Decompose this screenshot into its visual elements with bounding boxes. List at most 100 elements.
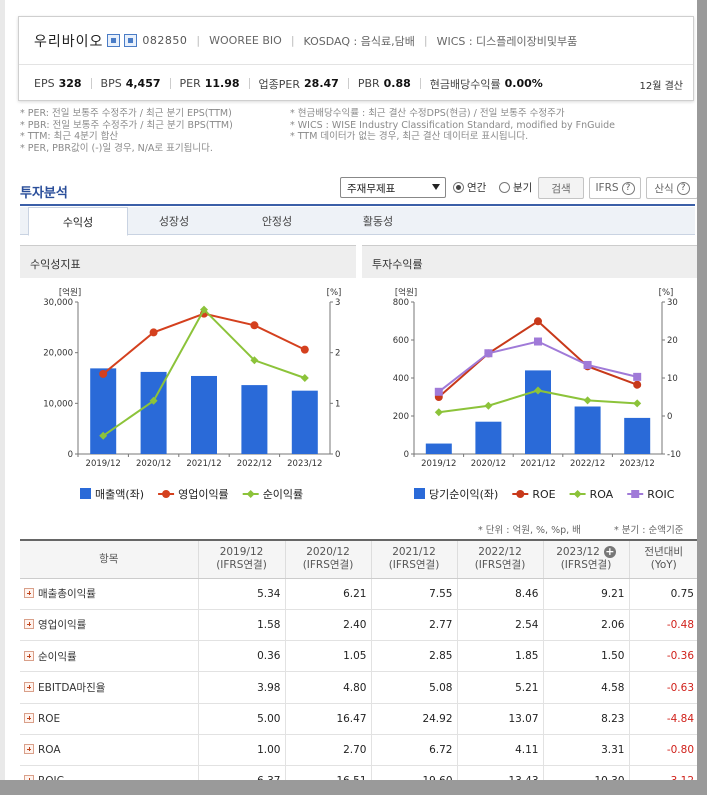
- radio-annual[interactable]: 연간: [453, 180, 486, 195]
- table-cell: 0.36: [197, 640, 285, 673]
- row-label[interactable]: EBITDA마진율: [20, 671, 198, 704]
- table-cell: 4.58: [542, 671, 629, 704]
- tick-label-left: 10,000: [43, 399, 73, 409]
- row-label[interactable]: ROA: [20, 734, 198, 767]
- tab-growth[interactable]: 성장성: [158, 215, 190, 228]
- legend-swatch: [414, 488, 425, 499]
- tick-label-x: 2022/12: [570, 459, 605, 469]
- legend-label: 순이익률: [263, 488, 303, 501]
- formula-help-button[interactable]: 산식?: [646, 177, 698, 199]
- tab-stability[interactable]: 안정성: [261, 215, 293, 228]
- header-period: 2021/12 (IFRS연결): [370, 539, 457, 579]
- tab-activity[interactable]: 활동성: [362, 215, 394, 228]
- company-english-name: WOOREE BIO: [209, 34, 282, 47]
- window-bottom-edge: [0, 780, 707, 795]
- yoy-cell: -0.48: [628, 609, 698, 642]
- window-left-edge: [0, 0, 5, 795]
- expand-plus-icon[interactable]: +: [603, 545, 616, 559]
- header-period: 2020/12 (IFRS연결): [284, 539, 371, 579]
- chart-investment-return: 투자수익률 [억원] [%] 800 600 400 200 0 30 20 10 0 -10 2019…: [362, 245, 698, 510]
- series-point: [534, 386, 542, 395]
- table-cell: 8.46: [456, 578, 543, 610]
- tick-label-right: 30: [667, 298, 678, 308]
- row-label[interactable]: 영업이익률: [20, 609, 198, 642]
- table-row: 영업이익률 1.58 2.40 2.77 2.54 2.06 -0.48: [20, 609, 698, 642]
- bar: [624, 417, 651, 454]
- tick-label-x: 2020/12: [136, 459, 171, 469]
- series-point: [516, 490, 525, 498]
- tick-label-x: 2022/12: [237, 459, 272, 469]
- metric-industry-per: 업종PER 28.47: [258, 77, 339, 91]
- table-cell: 13.07: [456, 703, 543, 735]
- tab-profitability[interactable]: 수익성: [28, 207, 128, 236]
- bar: [90, 368, 117, 454]
- axis-unit-right: [%]: [327, 288, 342, 298]
- header-period: 2019/12 (IFRS연결): [197, 539, 285, 579]
- yoy-cell: -0.80: [628, 734, 698, 767]
- table-cell: 7.55: [370, 578, 457, 610]
- axis-unit-left: [억원]: [59, 287, 81, 298]
- expand-plus-icon[interactable]: [24, 588, 34, 599]
- series-point: [534, 337, 542, 346]
- table-cell: 8.23: [542, 703, 629, 735]
- table-cell: 1.00: [197, 734, 285, 767]
- bar: [241, 385, 268, 454]
- tick-label-x: 2020/12: [471, 459, 506, 469]
- table-cell: 2.54: [456, 609, 543, 642]
- legend-swatch: [80, 488, 91, 499]
- section-title: 투자분석: [20, 186, 68, 201]
- legend-label: ROIC: [647, 488, 675, 501]
- company-code: 082850: [142, 34, 188, 47]
- yoy-cell: -4.84: [628, 703, 698, 735]
- series-point: [534, 317, 542, 326]
- statement-select[interactable]: 주재무제표: [340, 177, 446, 198]
- tick-label-right: 2: [335, 349, 340, 359]
- metric-pbr: PBR 0.88: [357, 77, 411, 90]
- radio-quarter[interactable]: 분기: [499, 180, 532, 195]
- chevron-down-icon: [432, 184, 440, 190]
- quarter-note: * 분기 : 순액기준: [614, 525, 684, 536]
- tick-label-left: 200: [393, 412, 409, 422]
- table-cell: 5.08: [370, 671, 457, 704]
- expand-plus-icon[interactable]: [24, 650, 34, 661]
- note-line: * WICS : WISE Industry Classification St…: [290, 119, 616, 131]
- header-item: 항목: [20, 539, 198, 579]
- row-label[interactable]: 매출총이익률: [20, 578, 198, 610]
- row-label[interactable]: ROE: [20, 703, 198, 735]
- tick-label-x: 2021/12: [520, 459, 555, 469]
- expand-plus-icon[interactable]: [24, 682, 34, 693]
- ifrs-help-button[interactable]: IFRS?: [589, 177, 641, 199]
- window-right-edge: [697, 0, 707, 795]
- table-cell: 1.58: [197, 609, 285, 642]
- expand-plus-icon[interactable]: [24, 744, 34, 755]
- bar: [291, 390, 318, 454]
- home-icon[interactable]: [107, 34, 121, 47]
- table-cell: 2.77: [370, 609, 457, 642]
- series-point: [250, 321, 259, 330]
- series-point: [300, 345, 309, 354]
- table-cell: 3.31: [542, 734, 629, 767]
- bar: [475, 421, 502, 454]
- table-cell: 24.92: [370, 703, 457, 735]
- tick-label-x: 2021/12: [186, 459, 221, 469]
- legend-label: ROA: [590, 488, 614, 501]
- legend-label: 영업이익률: [178, 488, 229, 501]
- row-label[interactable]: 순이익률: [20, 640, 198, 673]
- report-icon[interactable]: [124, 34, 138, 47]
- tick-label-left: 400: [393, 374, 409, 384]
- company-metrics: EPS 328 BPS 4,457 PER 11.98 업종PER 28.47 PBR 0…: [19, 66, 693, 101]
- expand-plus-icon[interactable]: [24, 619, 34, 630]
- bar: [425, 443, 452, 454]
- table-cell: 5.21: [456, 671, 543, 704]
- yoy-cell: -0.63: [628, 671, 698, 704]
- search-button[interactable]: 검색: [538, 177, 584, 199]
- legend-label: ROE: [532, 488, 555, 501]
- header-yoy: 전년대비 (YoY): [628, 539, 698, 579]
- help-icon: ?: [676, 181, 690, 195]
- series-point: [583, 360, 592, 369]
- expand-plus-icon[interactable]: [24, 712, 34, 723]
- table-cell: 3.98: [197, 671, 285, 704]
- note-line: * 현금배당수익률 : 최근 결산 수정DPS(현금) / 전일 보통주 수정주…: [290, 108, 565, 119]
- analysis-tabs: 수익성 성장성 안정성 활동성: [20, 207, 695, 236]
- company-name: 우리바이오: [34, 33, 104, 50]
